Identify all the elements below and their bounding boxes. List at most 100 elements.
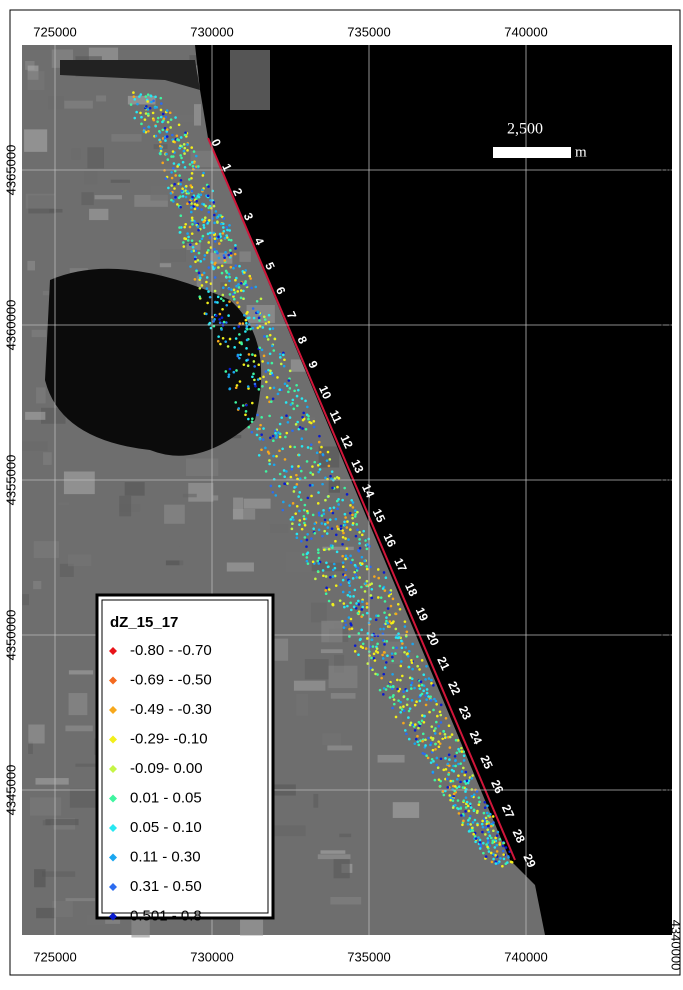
survey-point <box>357 603 361 606</box>
survey-point <box>242 282 246 286</box>
survey-point <box>485 822 489 826</box>
survey-point <box>263 318 267 321</box>
survey-point <box>336 507 339 511</box>
survey-point <box>356 528 359 532</box>
survey-point <box>302 411 305 415</box>
texture-patch <box>84 168 98 185</box>
survey-point <box>191 218 194 222</box>
survey-point <box>467 830 471 833</box>
survey-point <box>388 613 391 617</box>
survey-point <box>492 821 495 824</box>
survey-point <box>193 278 197 281</box>
survey-point <box>226 345 230 348</box>
survey-point <box>207 290 210 293</box>
survey-point <box>391 706 394 710</box>
survey-point <box>285 414 288 418</box>
survey-point <box>318 468 322 471</box>
survey-point <box>176 138 179 141</box>
survey-point <box>365 611 369 615</box>
survey-point <box>191 245 195 249</box>
survey-point <box>280 416 284 419</box>
survey-point <box>284 401 288 404</box>
survey-point <box>430 725 434 728</box>
survey-point <box>313 532 317 535</box>
survey-point <box>202 257 206 261</box>
survey-point <box>484 816 488 820</box>
survey-point <box>301 427 304 430</box>
survey-point <box>147 129 150 133</box>
survey-point <box>200 237 204 241</box>
survey-point <box>343 605 346 609</box>
survey-point <box>457 774 460 777</box>
survey-point <box>421 714 424 717</box>
survey-point <box>303 521 306 525</box>
survey-point <box>180 156 183 160</box>
x-tick-label: 735000 <box>347 949 390 964</box>
survey-point <box>501 849 505 853</box>
texture-patch <box>25 193 55 209</box>
survey-point <box>309 421 313 425</box>
survey-point <box>416 734 419 738</box>
survey-point <box>348 635 351 638</box>
survey-point <box>437 745 441 749</box>
survey-point <box>272 454 275 458</box>
survey-point <box>174 174 177 177</box>
survey-point <box>330 477 333 481</box>
survey-point <box>289 518 293 521</box>
texture-patch <box>285 551 312 573</box>
survey-point <box>288 504 291 507</box>
survey-point <box>225 234 228 237</box>
texture-patch <box>286 477 294 481</box>
survey-point <box>152 118 156 122</box>
texture-patch <box>69 268 88 273</box>
survey-point <box>268 333 272 337</box>
survey-point <box>373 659 377 662</box>
survey-point <box>414 723 417 726</box>
survey-point <box>427 695 430 698</box>
texture-patch <box>193 104 202 126</box>
survey-point <box>429 743 432 747</box>
survey-point <box>285 431 289 435</box>
survey-point <box>389 604 393 608</box>
survey-point <box>225 276 228 279</box>
survey-point <box>205 251 209 254</box>
transect-labels: 0123456789101112131415161718192021222324… <box>208 137 538 870</box>
survey-point <box>159 147 163 150</box>
survey-point <box>317 528 321 532</box>
survey-point <box>327 464 331 468</box>
survey-point <box>318 434 321 438</box>
survey-point <box>224 370 228 373</box>
survey-point <box>490 822 493 826</box>
survey-point <box>236 290 240 293</box>
survey-point <box>228 367 232 371</box>
survey-point <box>461 823 464 827</box>
survey-point <box>313 460 317 464</box>
survey-point <box>236 301 239 304</box>
texture-patch <box>24 129 48 152</box>
survey-point <box>132 91 135 94</box>
survey-point <box>227 375 230 379</box>
survey-point <box>457 812 461 815</box>
survey-point <box>353 515 357 518</box>
survey-point <box>425 754 428 757</box>
survey-point <box>140 122 143 126</box>
survey-point <box>453 785 457 788</box>
survey-point <box>273 429 277 432</box>
survey-point <box>435 756 439 760</box>
survey-point <box>419 722 422 726</box>
survey-point <box>269 436 272 440</box>
survey-point <box>434 747 437 751</box>
texture-patch <box>211 495 219 501</box>
survey-point <box>450 733 454 736</box>
survey-point <box>214 314 218 317</box>
survey-point <box>284 435 287 439</box>
survey-point <box>394 627 398 631</box>
survey-point <box>232 370 236 374</box>
survey-point <box>272 463 276 467</box>
texture-patch <box>164 504 185 524</box>
survey-point <box>190 216 194 220</box>
survey-point <box>207 210 211 214</box>
survey-point <box>278 388 282 392</box>
transect-label: 18 <box>402 580 420 598</box>
